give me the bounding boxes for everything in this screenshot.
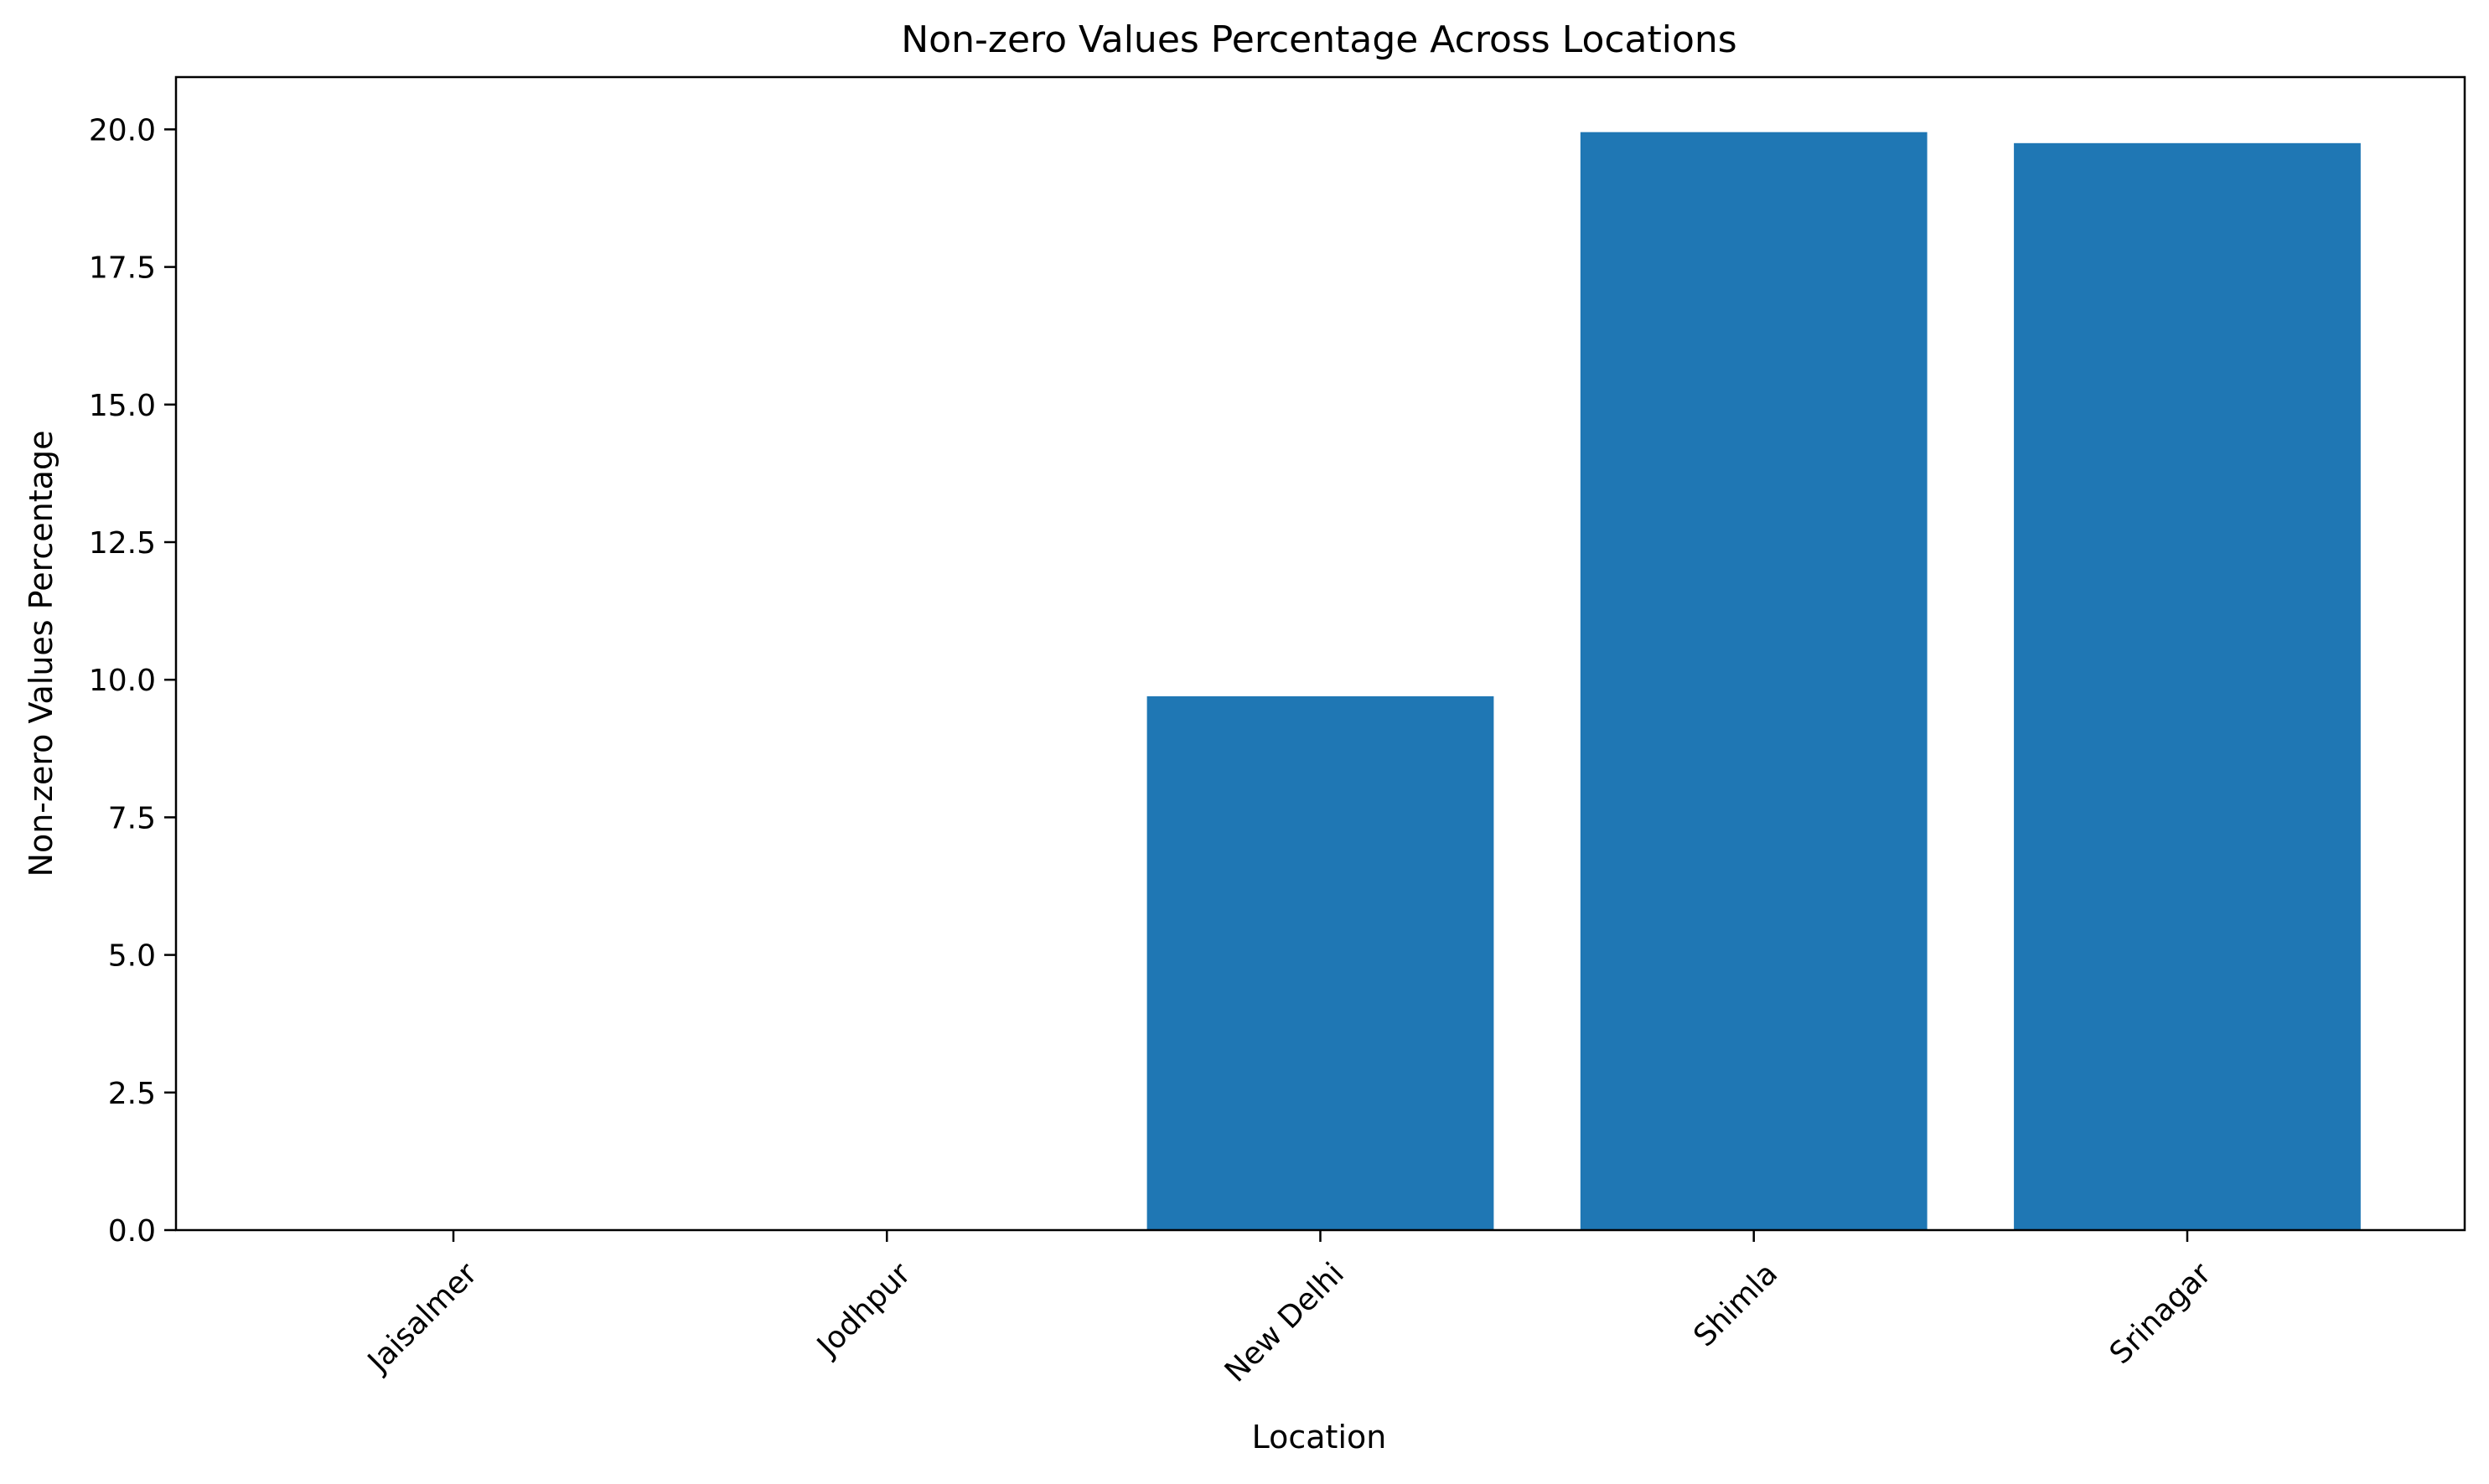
bar-new-delhi [1146,695,1494,1230]
y-tick-label: 10.0 [89,664,156,698]
x-tick-label: Jaisalmer [360,1256,484,1380]
x-tick-label: New Delhi [1219,1256,1351,1388]
y-tick-label: 15.0 [89,389,156,423]
x-tick-label: Srinagar [2103,1256,2218,1371]
chart-title: Non-zero Values Percentage Across Locati… [901,18,1736,61]
y-tick-label: 2.5 [108,1077,156,1111]
y-tick-label: 12.5 [89,526,156,561]
bar-srinagar [2014,142,2361,1230]
y-tick-label: 5.0 [108,939,156,974]
y-tick-label: 7.5 [108,801,156,835]
y-tick-label: 17.5 [89,251,156,286]
x-tick-label: Shimla [1687,1256,1784,1353]
x-axis-label: Location [1252,1419,1387,1456]
bars-group [1146,132,2361,1231]
x-tick-label: Jodhpur [810,1256,918,1364]
y-tick-label: 20.0 [89,113,156,147]
x-axis: Jaisalmer Jodhpur New Delhi Shimla Srinagar [360,1230,2218,1389]
y-axis: 0.0 2.5 5.0 7.5 10.0 12.5 15.0 17.5 20.0 [89,113,176,1249]
y-axis-label: Non-zero Values Percentage [23,431,60,877]
bar-shimla [1580,132,1928,1231]
plot-frame [174,75,2466,1232]
y-tick-label: 0.0 [108,1214,156,1249]
